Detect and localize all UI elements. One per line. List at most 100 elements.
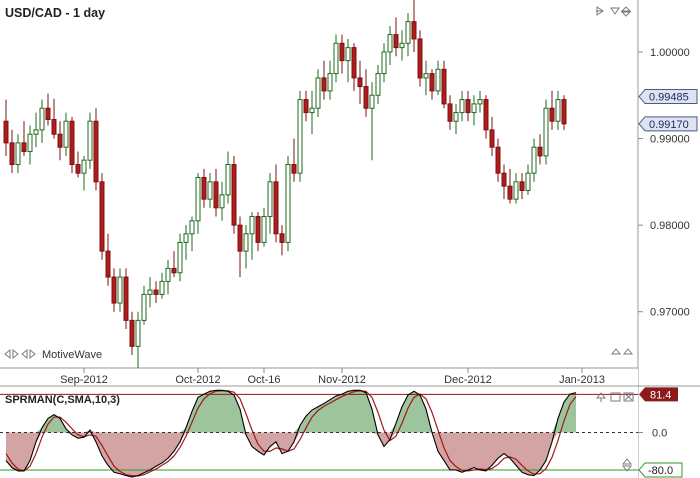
candle[interactable] [507,168,513,204]
candle[interactable] [363,69,369,117]
candle[interactable] [213,168,219,217]
candle[interactable] [351,43,357,91]
price-panel-controls[interactable] [596,6,632,17]
candle[interactable] [225,151,231,204]
candle[interactable] [375,64,381,104]
candle[interactable] [3,99,9,156]
candle[interactable] [39,99,45,143]
candle[interactable] [165,259,171,295]
candlestick-series[interactable] [3,0,567,368]
candle[interactable] [177,233,183,282]
candle[interactable] [291,138,297,182]
candle[interactable] [357,60,363,104]
candle[interactable] [309,90,315,135]
candle[interactable] [75,151,81,178]
candle[interactable] [117,268,123,312]
candle[interactable] [513,173,519,204]
candle[interactable] [405,12,411,57]
candle[interactable] [489,116,495,156]
candle[interactable] [111,268,117,312]
candle[interactable] [249,212,255,260]
candle[interactable] [483,95,489,139]
candle[interactable] [369,82,375,161]
candle[interactable] [279,225,285,256]
arrow-left-right-icon[interactable] [4,348,19,360]
candle[interactable] [399,30,405,61]
candle[interactable] [345,38,351,83]
candle[interactable] [561,95,567,130]
candle[interactable] [219,181,225,221]
close-icon[interactable] [623,392,634,402]
candle[interactable] [333,34,339,83]
candle[interactable] [141,285,147,325]
candle[interactable] [453,103,459,135]
candle[interactable] [45,93,51,126]
candle[interactable] [57,121,63,161]
candle[interactable] [417,30,423,87]
candle[interactable] [393,17,399,57]
candle[interactable] [171,251,177,278]
candle[interactable] [339,34,345,74]
candle[interactable] [33,112,39,148]
candle[interactable] [531,138,537,182]
candle[interactable] [237,216,243,278]
candle[interactable] [465,90,471,122]
candle[interactable] [69,116,75,174]
candle[interactable] [537,134,543,165]
candle[interactable] [207,173,213,208]
candle[interactable] [459,90,465,122]
candle[interactable] [429,69,435,100]
candle[interactable] [495,138,501,182]
candle[interactable] [129,311,135,356]
candle[interactable] [183,225,189,260]
candle[interactable] [423,60,429,96]
arrow-down-icon[interactable] [610,7,620,15]
candle[interactable] [21,121,27,156]
arrow-left-right-icon[interactable] [21,348,36,360]
candle[interactable] [411,0,417,52]
arrow-right-icon[interactable] [596,6,604,16]
arrow-up-icon[interactable] [595,392,607,402]
candle[interactable] [153,281,159,304]
candle[interactable] [93,108,99,191]
candle[interactable] [435,60,441,96]
candle[interactable] [81,155,87,191]
restore-icon[interactable] [610,392,621,402]
candle[interactable] [267,173,273,234]
candle[interactable] [243,225,249,269]
candle[interactable] [231,155,237,234]
candle[interactable] [147,277,153,308]
candle[interactable] [285,155,291,252]
arrow-up-down-icon[interactable] [620,6,632,17]
candle[interactable] [525,164,531,195]
candle[interactable] [381,43,387,83]
candle[interactable] [519,173,525,200]
candle[interactable] [471,95,477,126]
candle[interactable] [255,212,261,252]
candle[interactable] [51,98,57,139]
candle[interactable] [159,272,165,299]
candle[interactable] [321,60,327,100]
candle[interactable] [327,60,333,100]
candle[interactable] [387,25,393,65]
candle[interactable] [273,164,279,243]
arrow-up-down-icon[interactable] [621,458,633,472]
candle[interactable] [63,112,69,156]
candle[interactable] [447,95,453,130]
candle[interactable] [441,60,447,109]
candle[interactable] [123,268,129,330]
candle[interactable] [87,112,93,169]
candle[interactable] [501,164,507,200]
candle[interactable] [195,173,201,234]
candle[interactable] [297,90,303,182]
candle[interactable] [99,173,105,260]
candle[interactable] [189,216,195,252]
arrow-up-down-icon[interactable] [610,348,634,355]
candle[interactable] [261,207,267,247]
candle[interactable] [549,90,555,130]
candle[interactable] [543,99,549,165]
candle[interactable] [303,90,309,122]
candle[interactable] [27,125,33,165]
candle[interactable] [555,90,561,130]
indicator-panel-controls[interactable] [595,392,634,402]
